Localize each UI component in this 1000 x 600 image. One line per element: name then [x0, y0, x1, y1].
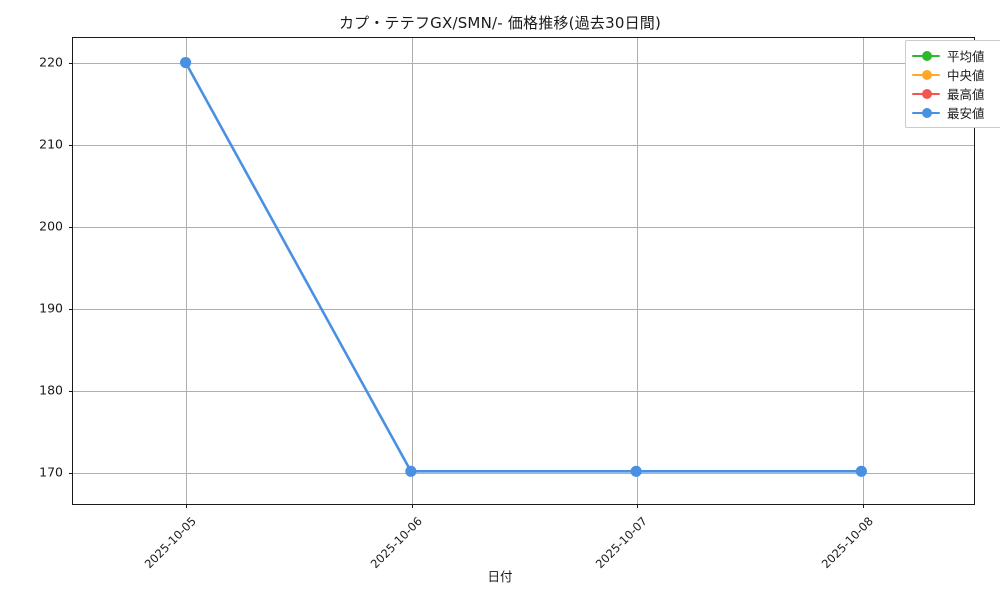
legend-item-平均値[interactable]: 平均値 — [912, 46, 1000, 65]
y-tick-mark — [69, 62, 73, 64]
gridline-vertical — [863, 38, 865, 504]
y-tick-label: 190 — [39, 300, 63, 316]
y-tick-mark — [69, 308, 73, 310]
data-point[interactable] — [630, 465, 642, 477]
y-tick-mark — [69, 226, 73, 228]
gridline-horizontal — [73, 226, 974, 228]
x-tick-mark — [185, 504, 187, 508]
x-tick-mark — [637, 504, 639, 508]
legend-item-中央値[interactable]: 中央値 — [912, 65, 1000, 84]
gridline-horizontal — [73, 308, 974, 310]
gridline-vertical — [411, 38, 413, 504]
legend-marker-icon — [912, 87, 940, 101]
plot-area — [69, 37, 975, 508]
y-tick-label: 170 — [39, 464, 63, 480]
legend-item-最高値[interactable]: 最高値 — [912, 84, 1000, 103]
gridline-vertical — [185, 38, 187, 504]
data-point[interactable] — [855, 465, 867, 477]
x-axis-label: 日付 — [487, 569, 513, 584]
y-tick-label: 200 — [39, 218, 63, 234]
series-line-最安値 — [184, 61, 863, 473]
gridlines — [69, 38, 974, 508]
legend-label: 平均値 — [947, 49, 985, 64]
chart-title: カプ・テテフGX/SMN/- 価格推移(過去30日間) — [338, 14, 662, 32]
data-point[interactable] — [180, 56, 192, 69]
y-tick-label: 220 — [39, 54, 63, 70]
y-tick-label: 180 — [39, 382, 63, 398]
x-tick-mark — [411, 504, 413, 508]
legend-label: 最安値 — [947, 106, 985, 121]
legend-marker-icon — [912, 106, 940, 120]
legend-label: 中央値 — [947, 68, 985, 83]
legend-item-最安値[interactable]: 最安値 — [912, 103, 1000, 122]
gridline-horizontal — [73, 473, 974, 475]
chart-legend: 平均値中央値最高値最安値 — [905, 40, 1000, 128]
y-tick-mark — [69, 391, 73, 393]
y-tick-mark — [69, 473, 73, 475]
gridline-horizontal — [73, 62, 974, 64]
gridline-vertical — [637, 38, 639, 504]
y-tick-mark — [69, 144, 73, 146]
gridline-horizontal — [73, 391, 974, 393]
legend-label: 最高値 — [947, 87, 985, 102]
legend-marker-icon — [912, 68, 940, 82]
legend-marker-icon — [912, 49, 940, 63]
y-tick-label: 210 — [39, 136, 63, 152]
data-series-layer — [180, 56, 867, 477]
x-tick-mark — [863, 504, 865, 508]
data-point[interactable] — [405, 465, 417, 477]
gridline-horizontal — [73, 144, 974, 146]
